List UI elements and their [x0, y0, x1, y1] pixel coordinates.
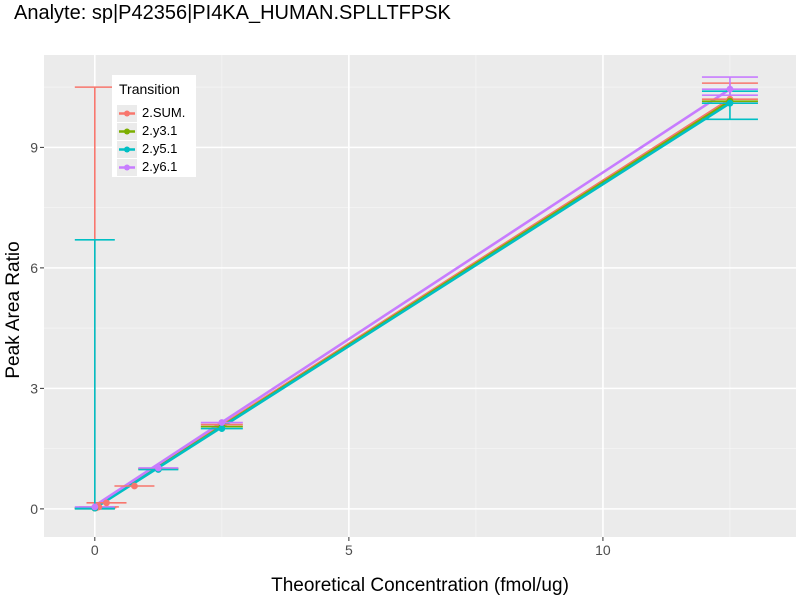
- fit-lines: [93, 87, 732, 510]
- legend-title: Transition: [119, 81, 180, 97]
- y-tick-label: 3: [30, 380, 38, 396]
- x-tick-label: 0: [91, 542, 99, 558]
- chart-title: Analyte: sp|P42356|PI4KA_HUMAN.SPLLTFPSK: [14, 2, 451, 24]
- data-point: [154, 464, 162, 472]
- data-point: [218, 419, 226, 426]
- legend-key: [117, 123, 137, 140]
- axes: 0 5 10 0 3 6 9: [30, 139, 611, 558]
- legend-label: 2.y5.1: [142, 141, 178, 156]
- fit-line: [93, 87, 732, 507]
- data-points: [91, 85, 734, 512]
- data-point: [91, 503, 99, 511]
- x-tick-label: 5: [345, 542, 353, 558]
- data-point: [218, 425, 226, 432]
- legend-key: [117, 159, 137, 176]
- data-point: [726, 99, 734, 107]
- x-axis-label: Theoretical Concentration (fmol/ug): [271, 575, 569, 596]
- data-point: [131, 482, 138, 490]
- legend-item: 2.y3.1: [112, 121, 196, 141]
- y-axis-label: Peak Area Ratio: [3, 241, 24, 379]
- legend-label: 2.y6.1: [142, 159, 178, 174]
- legend-item: 2.SUM.: [112, 103, 196, 123]
- data-point: [103, 499, 110, 507]
- data-point: [726, 85, 734, 93]
- legend-label: 2.y3.1: [142, 123, 178, 138]
- y-tick-label: 9: [30, 139, 38, 155]
- fit-line: [93, 101, 732, 510]
- legend-item: 2.y6.1: [112, 157, 196, 177]
- legend-key: [117, 105, 137, 122]
- x-tick-label: 10: [595, 542, 611, 558]
- legend-key: [117, 141, 137, 158]
- y-tick-label: 0: [30, 501, 38, 517]
- legend-label: 2.SUM.: [142, 105, 186, 120]
- legend: Transition 2.SUM. 2.y3.1 2.y5.1 2.y6.1: [112, 75, 196, 177]
- y-tick-label: 6: [30, 260, 38, 276]
- grid-minor: [44, 55, 796, 537]
- legend-item: 2.y5.1: [112, 139, 196, 159]
